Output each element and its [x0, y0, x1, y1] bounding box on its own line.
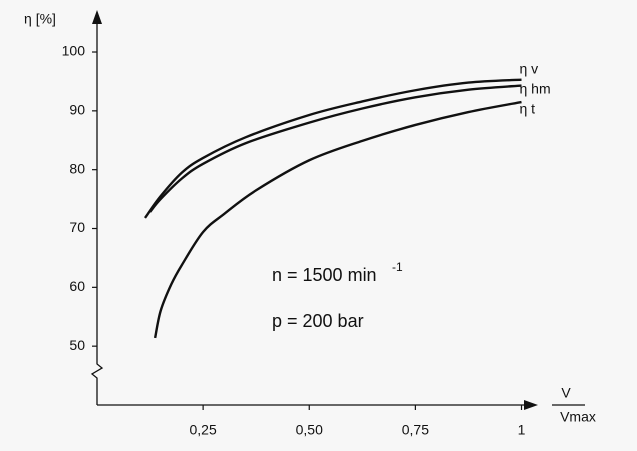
- y-axis-label: η [%]: [24, 11, 56, 27]
- y-axis-arrow: [92, 10, 102, 24]
- series-line: [153, 100, 522, 339]
- annotation-sup: -1: [392, 260, 403, 274]
- x-axis-arrow: [524, 400, 538, 410]
- y-tick-label: 100: [62, 43, 86, 59]
- y-tick-label: 50: [69, 337, 85, 353]
- x-tick-label: 0,75: [402, 422, 429, 438]
- y-axis: [90, 20, 104, 405]
- annotation: p = 200 bar: [272, 311, 364, 331]
- x-label-denominator: Vmax: [560, 409, 596, 425]
- y-tick-label: 90: [69, 102, 85, 118]
- x-tick-label: 1: [518, 422, 526, 438]
- series-line: [149, 84, 522, 213]
- series-label: η hm: [520, 81, 551, 97]
- y-tick-label: 80: [69, 160, 85, 176]
- x-label-numerator: V: [561, 385, 571, 401]
- series-line: [143, 78, 522, 219]
- x-tick-label: 0,25: [190, 422, 217, 438]
- y-tick-label: 70: [69, 219, 85, 235]
- series-label: η t: [520, 101, 536, 117]
- annotation: n = 1500 min: [272, 265, 377, 285]
- y-tick-label: 60: [69, 278, 85, 294]
- series-label: η v: [520, 61, 539, 77]
- x-tick-label: 0,50: [296, 422, 323, 438]
